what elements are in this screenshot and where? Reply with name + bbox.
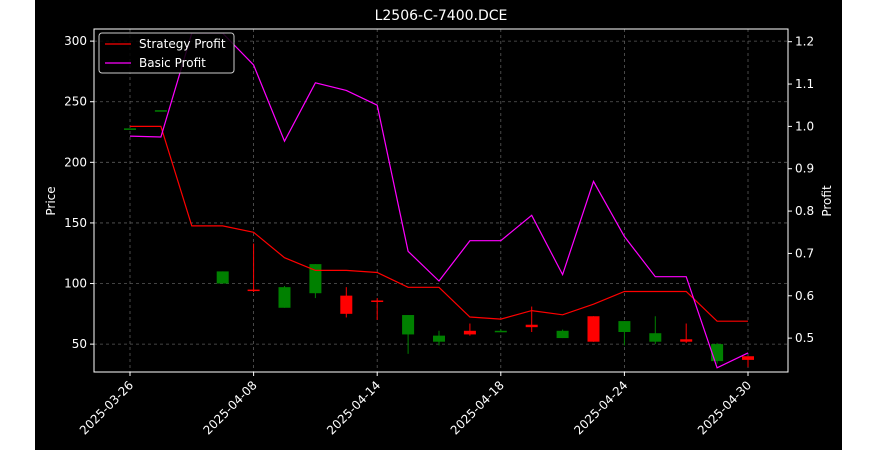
candle-up <box>649 333 662 342</box>
candle-up <box>556 330 569 339</box>
candle-up <box>494 330 507 333</box>
candle-up <box>309 264 322 294</box>
candle-down <box>247 289 260 292</box>
y-left-tick-label: 200 <box>64 155 87 169</box>
legend-box <box>98 32 235 74</box>
candle-up <box>278 287 291 308</box>
y-right-tick-label: 0.8 <box>795 204 814 218</box>
figure-background <box>35 0 842 450</box>
candle-down <box>680 339 693 342</box>
candle-down <box>340 295 353 314</box>
y-right-tick-label: 0.5 <box>795 331 814 345</box>
legend-basic-label: Basic Profit <box>139 56 206 70</box>
y-right-tick-label: 1.0 <box>795 119 814 133</box>
y-right-tick-label: 1.1 <box>795 77 814 91</box>
y-right-tick-label: 0.7 <box>795 246 814 260</box>
y-left-tick-label: 150 <box>64 216 87 230</box>
candle-up <box>124 128 136 130</box>
candle-up <box>402 315 415 335</box>
candle-up <box>618 321 631 333</box>
legend-strategy-label: Strategy Profit <box>139 37 226 51</box>
legend: Strategy Profit Basic Profit <box>98 32 235 74</box>
strategy-profit-line <box>130 125 748 322</box>
candle-down <box>742 356 754 360</box>
candle-down <box>463 330 476 335</box>
y-left-tick-label: 250 <box>64 95 87 109</box>
y-right-tick-label: 0.9 <box>795 162 814 176</box>
candle-up <box>154 110 167 112</box>
candlesticks <box>124 110 754 368</box>
candle-up <box>433 335 445 342</box>
chart-title: L2506-C-7400.DCE <box>375 8 508 24</box>
y-left-tick-label: 100 <box>64 277 87 291</box>
y-axis-right-title: Profit <box>820 185 834 217</box>
candle-up <box>711 344 724 362</box>
y-left-tick-label: 50 <box>72 337 87 351</box>
y-left-tick-label: 300 <box>64 34 87 48</box>
candle-up <box>216 271 229 284</box>
candle-down <box>587 316 600 342</box>
candle-down <box>525 324 538 328</box>
y-right-tick-label: 1.2 <box>795 35 814 49</box>
y-right-tick-label: 0.6 <box>795 289 814 303</box>
plot-frame <box>93 28 789 373</box>
y-axis-left-title: Price <box>44 186 58 215</box>
candle-down <box>371 300 384 302</box>
